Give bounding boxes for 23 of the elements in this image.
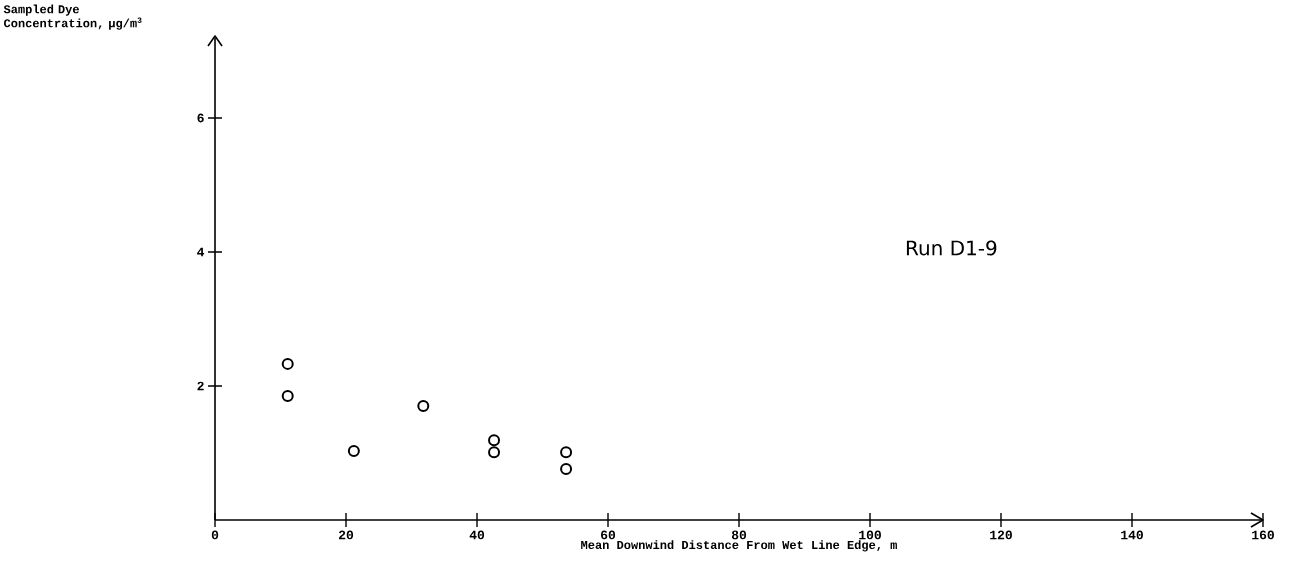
x-axis-title: Mean Downwind Distance From Wet Line Edge, m [581, 540, 897, 552]
x-tick-label: 20 [338, 530, 354, 540]
annotation: Run D1-9 [906, 240, 997, 256]
x-tick-label: 120 [990, 530, 1012, 540]
point [488, 434, 501, 447]
x-tick-label: 140 [1121, 530, 1143, 540]
x-tick-label: 100 [859, 530, 881, 540]
point [560, 463, 573, 476]
point [281, 357, 294, 370]
x-tick-label: 40 [469, 530, 485, 540]
point [488, 446, 501, 459]
point [417, 400, 430, 413]
x-tick-label: 160 [1252, 530, 1274, 540]
y-axis-title: Sampled Dye Concentration, µg/m$^{3}$ [3, 4, 142, 30]
point [560, 446, 573, 459]
y-tick-label: 6 [197, 113, 204, 123]
x-tick-label: 0 [211, 530, 219, 540]
x-tick-label: 80 [731, 530, 747, 540]
y-tick-label: 4 [197, 247, 205, 257]
y-tick-label: 2 [197, 381, 204, 391]
x-tick-label: 60 [601, 530, 616, 540]
point [281, 390, 294, 403]
point [347, 444, 360, 457]
